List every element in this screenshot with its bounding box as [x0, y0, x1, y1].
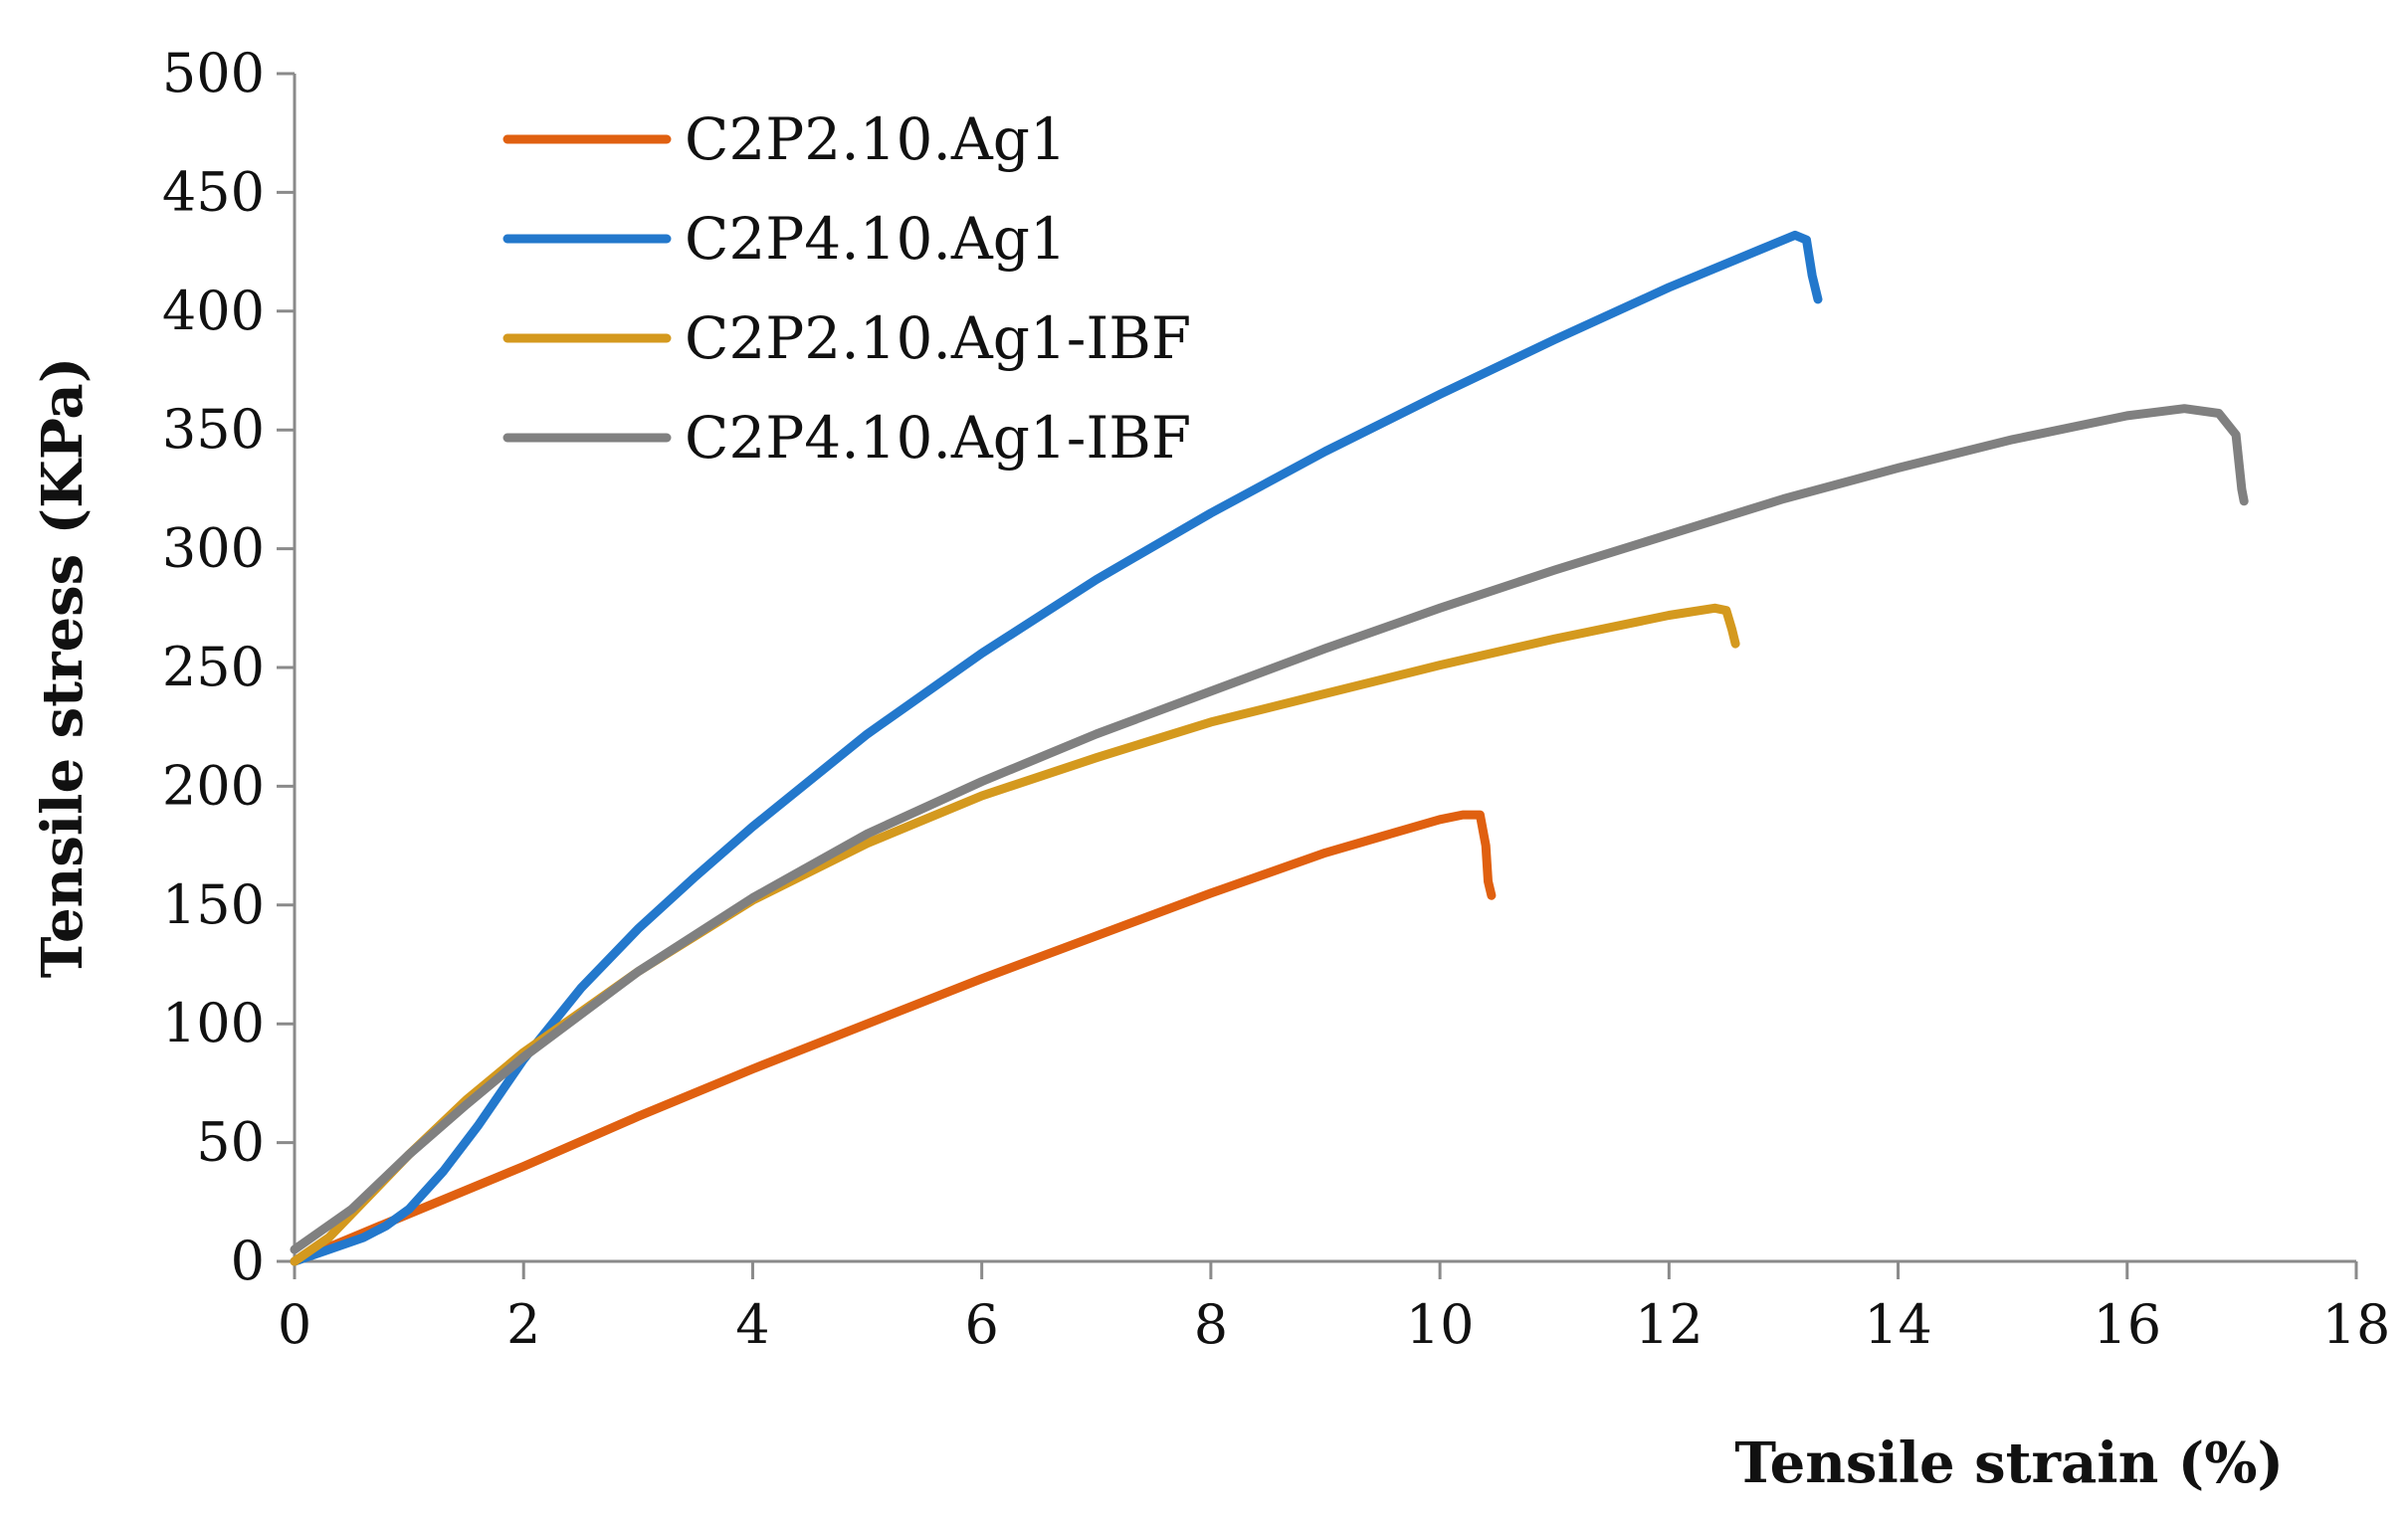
- legend-label: C2P2.10.Ag1-IBF: [685, 304, 1191, 372]
- y-tick-label: 350: [162, 398, 265, 461]
- y-tick-label: 250: [162, 636, 265, 698]
- y-tick-label: 400: [162, 280, 265, 342]
- x-axis-title: Tensile strain (%): [1734, 1430, 2284, 1496]
- legend-label: C2P4.10.Ag1-IBF: [685, 404, 1191, 472]
- series-line-3: [290, 603, 1740, 1266]
- x-tick-label: 12: [1635, 1293, 1704, 1356]
- x-tick-label: 0: [278, 1293, 311, 1356]
- series-lines: [290, 230, 2249, 1266]
- x-tick-label: 4: [735, 1293, 769, 1356]
- series-line-4: [290, 404, 2249, 1254]
- y-tick-label: 100: [162, 992, 265, 1054]
- y-tick-label: 150: [162, 873, 265, 936]
- x-tick-label: 8: [1194, 1293, 1228, 1356]
- legend-label: C2P2.10.Ag1: [685, 105, 1067, 173]
- y-tick-label: 0: [231, 1230, 265, 1292]
- series-line-2: [290, 230, 1823, 1266]
- legend: C2P2.10.Ag1 C2P4.10.Ag1 C2P2.10.Ag1-IBF C2P…: [502, 105, 1191, 472]
- x-tick-label: 18: [2322, 1293, 2391, 1356]
- x-tick-label: 2: [506, 1293, 540, 1356]
- y-tick-label: 50: [196, 1111, 265, 1174]
- y-axis-title: Tensile stress (KPa): [30, 357, 96, 978]
- x-tick-label: 16: [2093, 1293, 2161, 1356]
- x-tick-label: 6: [964, 1293, 998, 1356]
- legend-label: C2P4.10.Ag1: [685, 205, 1067, 273]
- y-tick-label: 300: [162, 517, 265, 580]
- y-tick-label: 500: [162, 42, 265, 104]
- axes: 0 50 100 150 200 250 300 350 400 450 500 0 2 4 6 8 10 12 1…: [162, 42, 2390, 1356]
- series-line-1: [290, 810, 1497, 1266]
- x-tick-label: 14: [1864, 1293, 1932, 1356]
- y-tick-label: 450: [162, 160, 265, 223]
- x-tick-label: 10: [1406, 1293, 1475, 1356]
- y-tick-label: 200: [162, 754, 265, 817]
